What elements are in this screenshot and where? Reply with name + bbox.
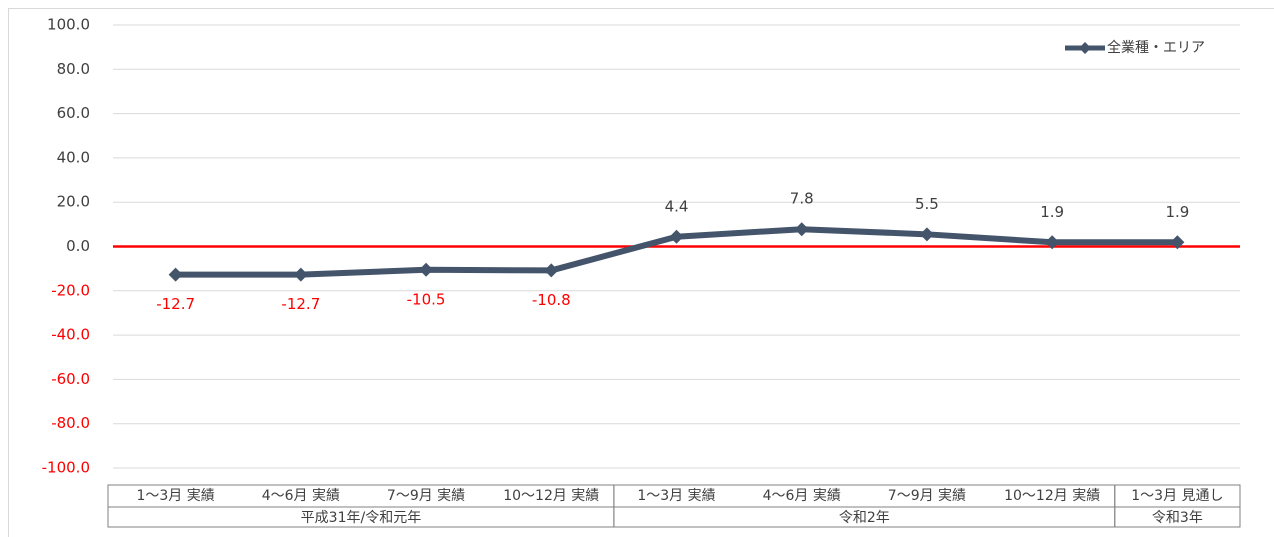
x-tick-label: 1～3月 実績 xyxy=(637,488,715,504)
group-label: 令和3年 xyxy=(1152,510,1203,526)
group-label: 令和2年 xyxy=(839,510,890,526)
x-tick-label: 1～3月 見通し xyxy=(1131,488,1223,504)
y-tick-label: 100.0 xyxy=(47,16,90,34)
data-label: -12.7 xyxy=(281,295,320,313)
legend-marker xyxy=(1079,42,1091,54)
point xyxy=(919,227,934,242)
data-label: -10.5 xyxy=(407,290,446,308)
data-label: -10.8 xyxy=(532,291,571,309)
point xyxy=(168,267,183,282)
x-tick-label: 4～6月 実績 xyxy=(763,488,841,504)
x-tick-label: 10～12月 実績 xyxy=(503,488,599,504)
data-label: 1.9 xyxy=(1165,203,1189,221)
point xyxy=(794,222,809,237)
group-label: 平成31年/令和元年 xyxy=(301,510,422,526)
point xyxy=(1170,235,1185,250)
data-label: 1.9 xyxy=(1040,203,1064,221)
y-tick-label: -20.0 xyxy=(51,281,90,299)
x-tick-label: 1～3月 実績 xyxy=(136,488,214,504)
y-tick-label: 0.0 xyxy=(66,237,90,255)
y-tick-label: 60.0 xyxy=(57,104,90,122)
y-tick-label: -100.0 xyxy=(42,459,90,477)
point xyxy=(419,262,434,277)
data-label: -12.7 xyxy=(156,295,195,313)
y-tick-label: 80.0 xyxy=(57,60,90,78)
legend-label: 全業種・エリア xyxy=(1107,39,1205,56)
x-tick-label: 7～9月 実績 xyxy=(888,488,966,504)
point xyxy=(293,267,308,282)
point xyxy=(1045,235,1060,250)
y-tick-label: -60.0 xyxy=(51,370,90,388)
x-tick-label: 7～9月 実績 xyxy=(387,488,465,504)
data-label: 7.8 xyxy=(790,190,814,208)
data-label: 5.5 xyxy=(915,195,939,213)
x-tick-label: 10～12月 実績 xyxy=(1004,488,1100,504)
data-label: 4.4 xyxy=(665,197,689,215)
y-tick-label: 20.0 xyxy=(57,193,90,211)
group-box xyxy=(1114,484,1241,528)
y-tick-label: 40.0 xyxy=(57,148,90,166)
y-tick-label: -80.0 xyxy=(51,414,90,432)
point xyxy=(669,229,684,244)
chart-border xyxy=(8,8,1274,537)
point xyxy=(544,263,559,278)
y-tick-label: -40.0 xyxy=(51,326,90,344)
x-tick-label: 4～6月 実績 xyxy=(262,488,340,504)
